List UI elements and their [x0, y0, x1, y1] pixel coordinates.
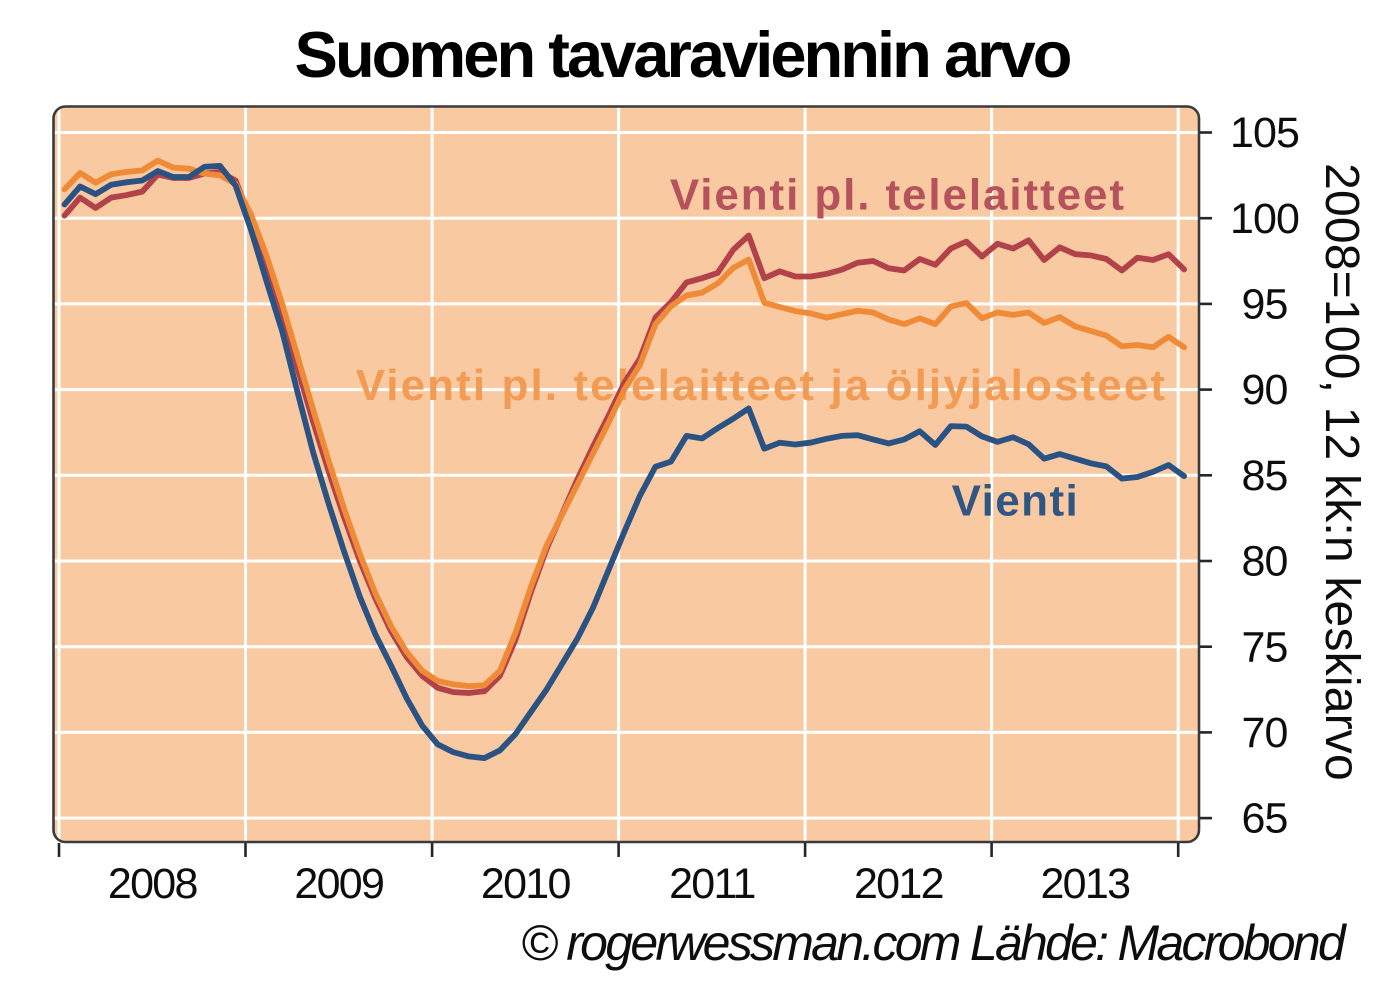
svg-text:100: 100: [1230, 195, 1299, 243]
svg-text:2012: 2012: [854, 860, 943, 908]
svg-text:95: 95: [1241, 281, 1287, 329]
svg-text:2008: 2008: [108, 860, 198, 908]
svg-text:2010: 2010: [481, 860, 571, 908]
svg-text:85: 85: [1241, 452, 1287, 500]
svg-text:Vienti pl. telelaitteet: Vienti pl. telelaitteet: [670, 171, 1126, 220]
svg-text:2013: 2013: [1040, 860, 1130, 908]
svg-text:80: 80: [1241, 538, 1287, 586]
svg-text:90: 90: [1241, 366, 1287, 414]
svg-text:© rogerwessman.com Lähde: Mac: © rogerwessman.com Lähde: Macrobond: [521, 915, 1348, 971]
svg-text:65: 65: [1241, 795, 1287, 843]
svg-text:Vienti: Vienti: [952, 477, 1080, 526]
svg-text:2011: 2011: [669, 860, 755, 908]
svg-text:Vienti pl. telelaitteet ja ölj: Vienti pl. telelaitteet ja öljyjalosteet: [356, 361, 1167, 410]
svg-text:2009: 2009: [294, 860, 383, 908]
svg-text:105: 105: [1230, 109, 1299, 157]
svg-text:70: 70: [1241, 709, 1287, 757]
svg-text:2008=100, 12 kk:n keskiarvo: 2008=100, 12 kk:n keskiarvo: [1315, 163, 1368, 781]
svg-text:75: 75: [1241, 623, 1287, 671]
svg-text:Suomen tavaraviennin arvo: Suomen tavaraviennin arvo: [295, 18, 1071, 91]
